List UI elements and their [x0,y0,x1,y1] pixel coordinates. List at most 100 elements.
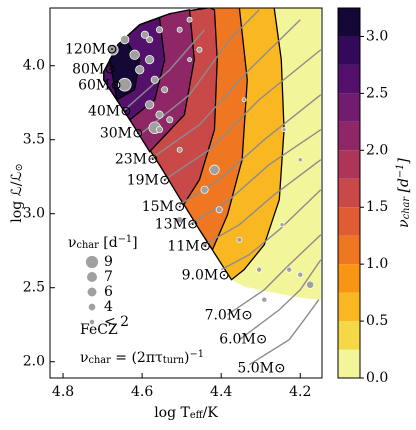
mass-label: 7.0M⊙ [205,308,253,324]
colorbar-tick-label: 1.0 [366,256,388,272]
label-part: −1 [395,164,406,178]
mass-label: 11M⊙ [167,239,211,255]
star [145,100,155,110]
star [140,30,149,39]
star [297,157,303,163]
legend-label: 9 [104,254,113,270]
label-part: ν [396,219,412,228]
label-part: ] [396,158,412,165]
track [179,94,322,206]
star [176,26,183,33]
label-part: = (2πτ [111,350,163,366]
colorbar-band [338,93,360,122]
mass-label: 5.0M⊙ [237,361,285,377]
colorbar-band [338,121,360,151]
star [261,296,268,303]
label-part: −1 [190,349,204,360]
legend-title: νchar [d−1] [68,234,138,252]
label-part: [d [396,178,412,197]
star [156,26,164,34]
legend-label: 4 [104,299,113,315]
label-part: ⊙ [14,163,25,171]
track [248,299,320,366]
label-part: char [401,196,412,220]
mass-label: 30M⊙ [100,126,144,142]
star [187,57,192,63]
mass-label: 23M⊙ [115,152,159,168]
star [176,216,184,224]
legend-marker [86,271,98,283]
star [281,127,287,133]
colorbar-band [338,207,360,236]
colorbar-band [338,292,360,322]
colorbar-band [338,321,360,350]
legend-marker [85,255,99,269]
colorbar-tick-label: 0.0 [366,370,388,386]
colorbar-band [338,178,360,208]
label-part: /K [203,405,219,421]
mass-label: 15M⊙ [142,199,186,215]
star [186,16,193,23]
track [220,189,322,271]
track [139,9,260,136]
colorbar-band [338,349,360,378]
star [176,146,183,153]
colorbar-tick-label: 0.5 [366,313,388,329]
star [236,236,243,243]
mass-label: 13M⊙ [155,217,199,233]
label-part: −1 [118,234,132,245]
label-part: ν [80,350,89,366]
mass-label: 19M⊙ [127,173,171,189]
track [204,159,322,246]
y-tick-label: 3.5 [23,132,45,148]
star [297,271,304,278]
formula: νchar = (2πτturn)−1 [80,349,204,367]
colorbar-frame [337,7,361,379]
star [135,65,145,75]
mass-label: 6.0M⊙ [219,332,267,348]
colorbar-band [338,264,360,293]
star [145,55,155,65]
plot-layer [103,8,322,366]
mass-label: 9.0M⊙ [182,268,230,284]
y-axis-label: log ℒ/ℒ⊙ [9,163,25,222]
colorbar-band [338,64,360,94]
colorbar-label: νchar [d−1] [395,158,413,228]
x-tick-label: 4.6 [131,384,153,400]
label-part: char [89,355,112,366]
colorbar-band [338,235,360,265]
star [150,75,159,84]
legend-marker [86,286,98,298]
label-part: [d [99,235,118,251]
legend-marker [87,302,97,312]
plot-frame [49,7,323,379]
label-part: ] [132,235,137,251]
colorbar-tick-label: 3.0 [366,28,388,44]
mass-label: 60M⊙ [78,78,122,94]
star [120,35,130,45]
label-part: ν [68,235,77,251]
label-part: log ℒ/ℒ [9,172,25,223]
star [107,44,119,56]
mass-label: 40M⊙ [88,104,132,120]
legend-label: 7 [104,269,113,285]
track [149,19,301,161]
y-tick-label: 2.5 [23,280,45,296]
star [196,46,203,53]
star [215,206,223,214]
star [146,36,154,44]
colorbar-tick-label: 1.5 [366,199,388,215]
star [201,241,208,248]
y-tick-label: 2.0 [23,354,45,370]
track [189,129,322,226]
star [209,164,220,175]
track [124,29,206,111]
star [200,185,209,194]
colorbar-tick-label: 2.5 [366,85,388,101]
label-part: eff [190,410,204,421]
track [227,234,322,316]
label-part: log T [154,405,190,421]
star [286,266,293,273]
legend-label: 6 [104,284,113,300]
star [241,97,247,103]
